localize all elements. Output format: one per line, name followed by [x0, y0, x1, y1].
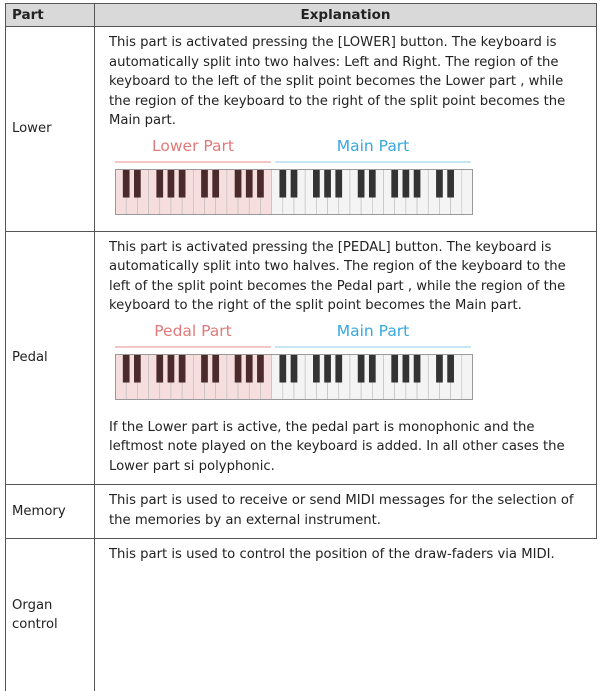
black-key: [134, 353, 141, 383]
table-row: Lower This part is activated pressing the…: [5, 26, 597, 232]
black-key: [335, 168, 343, 198]
split-figure: Pedal Part Main Part: [115, 322, 475, 408]
black-key: [178, 353, 186, 383]
keyboard: [115, 353, 473, 400]
keyboard-frame: [115, 168, 473, 215]
right-part-label: Main Part: [275, 322, 471, 348]
explanation-cell: This part is activated pressing the [PED…: [94, 230, 597, 485]
right-part-label: Main Part: [275, 137, 471, 163]
black-key: [447, 168, 454, 198]
black-key: [402, 168, 410, 198]
black-key: [167, 353, 175, 383]
paragraph: This part is used to receive or send MID…: [109, 493, 574, 528]
part-cell: Pedal: [5, 230, 95, 485]
black-key: [447, 353, 454, 383]
black-key: [290, 353, 298, 383]
black-key: [279, 353, 287, 383]
paragraph: This part is used to control the positio…: [109, 547, 555, 562]
black-key: [279, 168, 287, 198]
part-cell: Organ control: [5, 538, 95, 691]
explanation-cell: This part is used to receive or send MID…: [94, 484, 597, 539]
black-key: [290, 168, 298, 198]
black-key: [234, 353, 242, 383]
white-key: [461, 353, 473, 400]
black-key: [257, 353, 264, 383]
paragraph: If the Lower part is active, the pedal p…: [109, 419, 565, 474]
black-key: [178, 168, 186, 198]
parts-table: Part Explanation Lower This part is activ…: [5, 3, 597, 691]
black-key: [212, 353, 220, 383]
header-cell: Explanation: [94, 3, 597, 27]
left-part-label: Lower Part: [115, 137, 271, 163]
explanation-cell: This part is used to control the positio…: [94, 538, 597, 691]
black-key: [212, 168, 220, 198]
black-key: [413, 353, 421, 383]
part-cell: Lower: [5, 26, 95, 232]
black-key: [313, 353, 320, 383]
left-part-label: Pedal Part: [115, 322, 271, 348]
paragraph: This part is activated pressing the [PED…: [109, 239, 566, 314]
table-body: Lower This part is activated pressing the…: [5, 26, 597, 691]
black-key: [402, 353, 410, 383]
header-row: Part Explanation: [5, 3, 597, 27]
black-key: [357, 353, 365, 383]
black-key: [122, 168, 130, 198]
black-key: [391, 353, 399, 383]
black-key: [436, 168, 443, 198]
black-key: [391, 168, 399, 198]
black-key: [313, 168, 320, 198]
black-key: [368, 168, 376, 198]
black-key: [201, 353, 208, 383]
table-row: Memory This part is used to receive or se…: [5, 484, 597, 539]
black-key: [357, 168, 365, 198]
keyboard-frame: [115, 353, 473, 400]
part-cell: Memory: [5, 484, 95, 539]
paragraph: This part is activated pressing the [LOW…: [109, 35, 566, 128]
black-key: [156, 168, 164, 198]
document: Part Explanation Lower This part is activ…: [5, 3, 597, 691]
black-key: [167, 168, 175, 198]
black-key: [368, 353, 376, 383]
black-key: [436, 353, 443, 383]
black-key: [156, 353, 164, 383]
white-key: [461, 168, 473, 215]
table-row: Organ control This part is used to contro…: [5, 538, 597, 691]
black-key: [122, 353, 130, 383]
table-row: Pedal This part is activated pressing the…: [5, 230, 597, 485]
keyboard: [115, 168, 473, 215]
header-cell: Part: [5, 3, 95, 27]
explanation-cell: This part is activated pressing the [LOW…: [94, 26, 597, 232]
black-key: [324, 168, 331, 198]
black-key: [324, 353, 331, 383]
black-key: [201, 168, 208, 198]
black-key: [234, 168, 242, 198]
black-key: [413, 168, 421, 198]
split-figure: Lower Part Main Part: [115, 137, 475, 223]
black-key: [335, 353, 343, 383]
black-key: [134, 168, 141, 198]
black-key: [245, 168, 253, 198]
black-key: [245, 353, 253, 383]
black-key: [257, 168, 264, 198]
